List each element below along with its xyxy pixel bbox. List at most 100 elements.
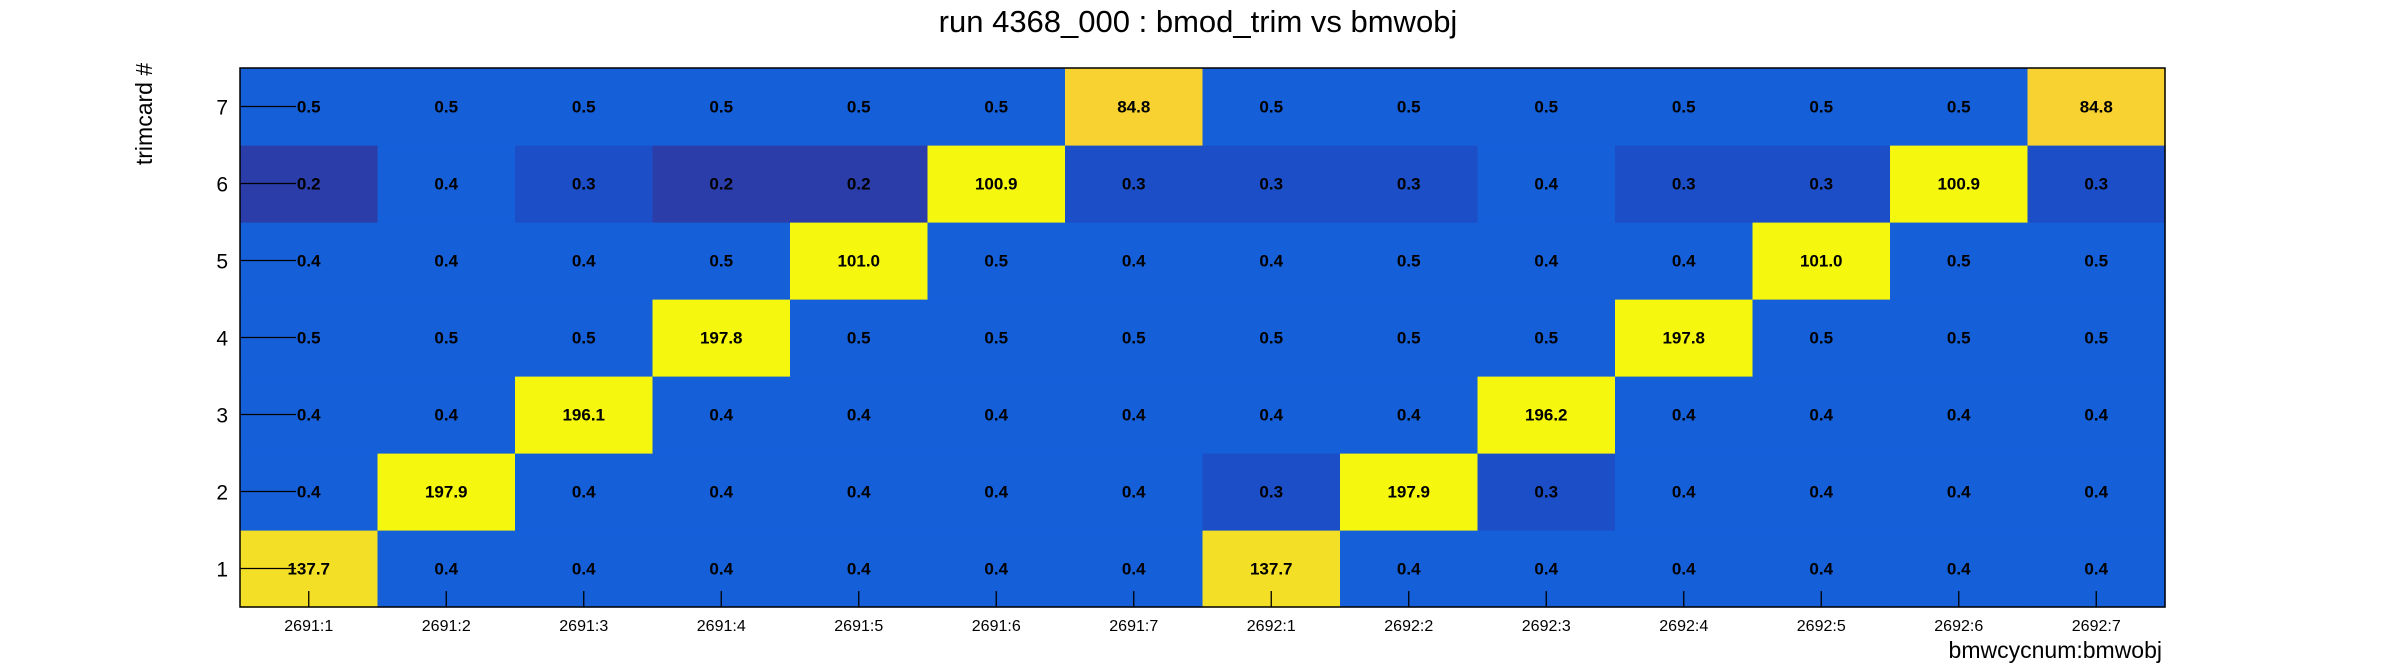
cell-value-label: 0.4 (1534, 175, 1558, 194)
heatmap-cell (1615, 376, 1754, 454)
heatmap-cell (1065, 145, 1204, 223)
heatmap-cell (652, 299, 791, 377)
cell-value-label: 0.4 (2084, 483, 2108, 502)
cell-value-label: 0.4 (1122, 560, 1146, 579)
x-tick-label: 2692:2 (1384, 618, 1433, 635)
y-tick-label: 5 (216, 251, 228, 274)
cell-value-label: 197.8 (1662, 329, 1705, 348)
cell-value-label: 0.5 (1947, 329, 1971, 348)
cell-value-label: 0.5 (1809, 329, 1833, 348)
y-tick-label: 7 (216, 97, 228, 120)
heatmap-cell (1890, 453, 2029, 531)
heatmap-cell (1340, 145, 1479, 223)
heatmap-cell (927, 145, 1066, 223)
heatmap-cell (1477, 376, 1616, 454)
cell-value-label: 0.4 (2084, 406, 2108, 425)
cell-value-label: 0.5 (572, 329, 596, 348)
y-axis-ticks: 1 2 3 4 5 6 7 (216, 97, 296, 582)
heatmap-cell (1477, 299, 1616, 377)
cell-value-label: 0.5 (434, 329, 458, 348)
cell-value-label: 0.4 (1672, 406, 1696, 425)
heatmap-cell (2027, 453, 2166, 531)
cell-value-label: 197.8 (700, 329, 743, 348)
cell-value-label: 0.5 (709, 252, 733, 271)
heatmap-cell (1065, 376, 1204, 454)
cell-value-label: 0.5 (297, 98, 321, 117)
heatmap-cell (1890, 222, 2029, 300)
cell-value-label: 0.4 (1809, 406, 1833, 425)
heatmap-cell (1752, 299, 1891, 377)
cell-value-label: 0.4 (1534, 560, 1558, 579)
heatmap-cell (515, 453, 654, 531)
cell-value-label: 0.5 (1809, 98, 1833, 117)
cell-value-label: 0.4 (297, 483, 321, 502)
cell-value-label: 196.2 (1525, 406, 1568, 425)
x-tick-label: 2691:2 (422, 618, 471, 635)
cell-value-label: 0.3 (1397, 175, 1421, 194)
cell-value-label: 0.5 (434, 98, 458, 117)
x-tick-label: 2691:3 (559, 618, 608, 635)
heatmap-cell (927, 376, 1066, 454)
heatmap-cell (790, 299, 929, 377)
cell-value-label: 0.3 (1122, 175, 1146, 194)
cell-value-label: 137.7 (287, 560, 330, 579)
cell-value-label: 0.5 (1397, 252, 1421, 271)
cell-value-label: 0.4 (434, 175, 458, 194)
heatmap-cell (927, 453, 1066, 531)
heatmap-cell (1477, 145, 1616, 223)
cell-value-label: 0.4 (709, 406, 733, 425)
heatmap-cell (1340, 299, 1479, 377)
cell-value-label: 0.5 (1259, 329, 1283, 348)
heatmap-cell (1615, 68, 1754, 146)
heatmap-cell (652, 222, 791, 300)
heatmap-cell (927, 222, 1066, 300)
cell-value-label: 100.9 (1937, 175, 1980, 194)
heatmap-cell (377, 299, 516, 377)
heatmap-cell (1477, 453, 1616, 531)
heatmap-cell (1615, 453, 1754, 531)
cell-value-label: 0.3 (1259, 175, 1283, 194)
cell-value-label: 137.7 (1250, 560, 1293, 579)
heatmap-cell (1890, 68, 2029, 146)
heatmap-cell (1477, 68, 1616, 146)
heatmap-cell (1752, 376, 1891, 454)
cell-value-label: 0.2 (297, 175, 321, 194)
heatmap-cell (2027, 376, 2166, 454)
heatmap-cell (790, 68, 929, 146)
heatmap-cell (515, 68, 654, 146)
cell-value-label: 101.0 (837, 252, 880, 271)
heatmap-cells (240, 68, 2166, 608)
heatmap-cell (790, 453, 929, 531)
heatmap-cell (2027, 145, 2166, 223)
cell-value-label: 0.5 (847, 329, 871, 348)
heatmap-cell (1615, 299, 1754, 377)
heatmap-cell (377, 68, 516, 146)
cell-value-label: 0.4 (297, 406, 321, 425)
cell-value-label: 0.4 (709, 560, 733, 579)
heatmap-cell (515, 299, 654, 377)
heatmap-cell (1340, 68, 1479, 146)
cell-value-label: 0.5 (2084, 252, 2108, 271)
cell-value-label: 0.4 (572, 560, 596, 579)
cell-value-label: 0.4 (847, 560, 871, 579)
cell-value-label: 0.4 (572, 483, 596, 502)
cell-value-label: 0.4 (984, 560, 1008, 579)
heatmap-cell (377, 222, 516, 300)
heatmap-cell (1615, 145, 1754, 223)
cell-value-label: 0.5 (1534, 98, 1558, 117)
cell-value-label: 0.5 (1947, 252, 1971, 271)
cell-value-label: 0.4 (1809, 560, 1833, 579)
heatmap-cell (1752, 145, 1891, 223)
heatmap-cell (1615, 222, 1754, 300)
heatmap-cell (1890, 145, 2029, 223)
x-tick-label: 2691:4 (697, 618, 746, 635)
heatmap-cell (2027, 299, 2166, 377)
heatmap-cell (927, 299, 1066, 377)
cell-value-label: 0.4 (1947, 560, 1971, 579)
cell-labels: 137.7 0.4 0.4 0.4 0.4 0.4 0.4 137.7 0.4 0.4 0.4 0.4… (287, 98, 2112, 579)
x-tick-label: 2692:3 (1522, 618, 1571, 635)
cell-value-label: 0.4 (1947, 483, 1971, 502)
cell-value-label: 0.4 (1259, 252, 1283, 271)
cell-value-label: 0.4 (847, 483, 871, 502)
cell-value-label: 0.4 (1672, 560, 1696, 579)
